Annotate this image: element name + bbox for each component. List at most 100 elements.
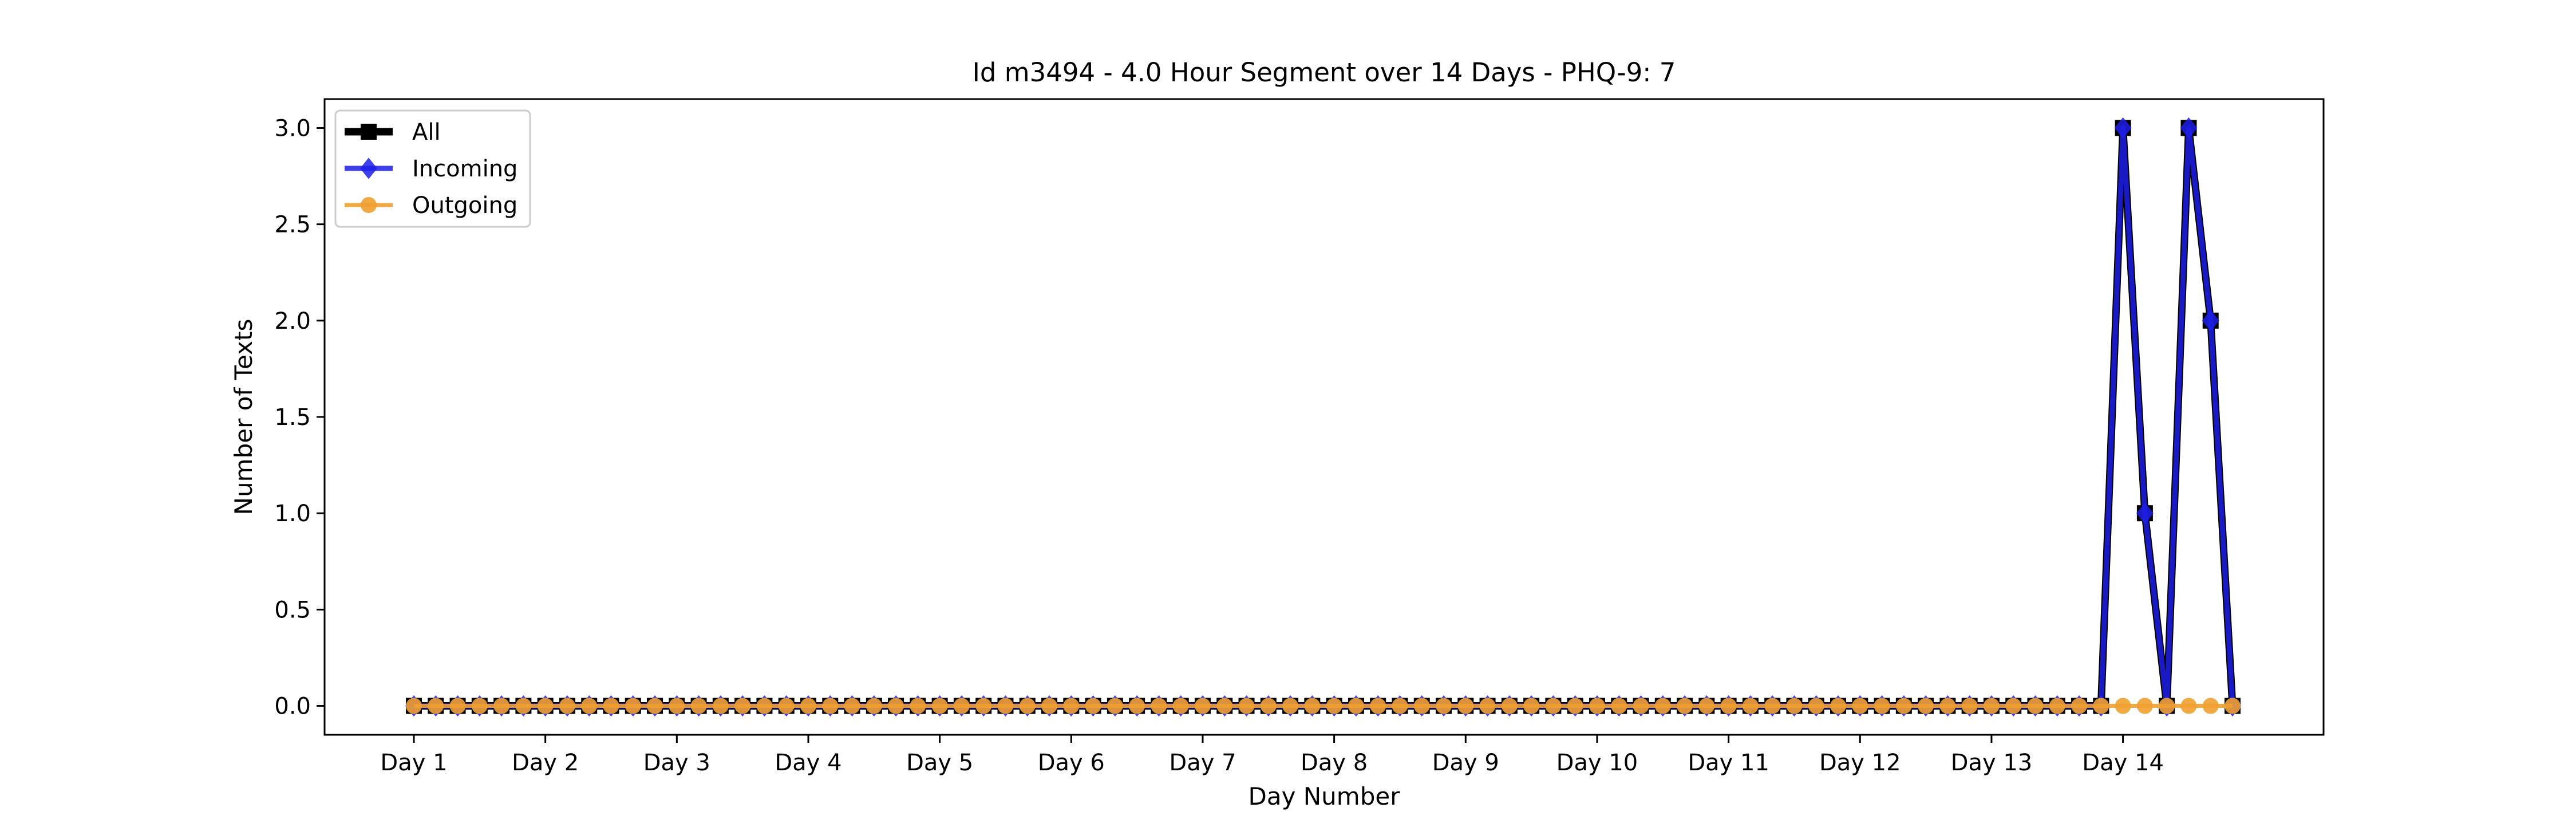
data-point-outgoing bbox=[1961, 698, 1978, 714]
data-point-incoming bbox=[2180, 117, 2198, 139]
legend-entry: All bbox=[345, 119, 441, 145]
y-tick-label: 3.0 bbox=[274, 115, 311, 141]
y-tick-label: 0.5 bbox=[274, 597, 311, 623]
data-point-outgoing bbox=[1370, 698, 1386, 714]
data-point-outgoing bbox=[2049, 698, 2065, 714]
data-point-outgoing bbox=[1479, 698, 1496, 714]
x-tick-label: Day 5 bbox=[906, 750, 973, 776]
data-point-outgoing bbox=[1698, 698, 1715, 714]
data-point-outgoing bbox=[1611, 698, 1627, 714]
data-point-outgoing bbox=[756, 698, 773, 714]
data-point-outgoing bbox=[1172, 698, 1189, 714]
plot-area bbox=[405, 117, 2241, 717]
y-tick-label: 1.0 bbox=[274, 501, 311, 527]
data-point-outgoing bbox=[1041, 698, 1058, 714]
legend-entry: Incoming bbox=[345, 156, 517, 182]
data-point-outgoing bbox=[669, 698, 685, 714]
data-point-outgoing bbox=[1983, 698, 2000, 714]
data-point-outgoing bbox=[2225, 698, 2241, 714]
data-point-outgoing bbox=[1436, 698, 1452, 714]
data-point-outgoing bbox=[910, 698, 926, 714]
data-point-outgoing bbox=[1567, 698, 1583, 714]
data-point-outgoing bbox=[1589, 698, 1605, 714]
chart-legend: All Incoming Outgoing bbox=[334, 109, 531, 228]
data-point-outgoing bbox=[1085, 698, 1101, 714]
data-point-outgoing bbox=[1019, 698, 1036, 714]
data-point-outgoing bbox=[1545, 698, 1562, 714]
data-point-outgoing bbox=[2027, 698, 2044, 714]
data-point-outgoing bbox=[471, 698, 488, 714]
data-point-outgoing bbox=[1808, 698, 1824, 714]
data-point-outgoing bbox=[1282, 698, 1299, 714]
data-point-outgoing bbox=[1523, 698, 1540, 714]
legend-marker-all bbox=[361, 124, 377, 140]
legend-frame bbox=[334, 109, 531, 228]
legend-label: All bbox=[412, 119, 441, 145]
data-point-outgoing bbox=[603, 698, 619, 714]
legend-label: Incoming bbox=[412, 156, 517, 182]
x-axis-label: Day Number bbox=[1248, 782, 1400, 810]
legend-label: Outgoing bbox=[412, 192, 517, 219]
x-tick-label: Day 10 bbox=[1556, 750, 1638, 776]
data-point-outgoing bbox=[1742, 698, 1759, 714]
data-point-outgoing bbox=[1304, 698, 1321, 714]
data-point-outgoing bbox=[690, 698, 707, 714]
data-point-outgoing bbox=[428, 698, 444, 714]
series-outgoing bbox=[406, 698, 2241, 714]
data-point-outgoing bbox=[406, 698, 422, 714]
x-tick-label: Day 8 bbox=[1301, 750, 1368, 776]
data-point-outgoing bbox=[953, 698, 970, 714]
x-tick-label: Day 11 bbox=[1688, 750, 1769, 776]
data-point-outgoing bbox=[625, 698, 641, 714]
data-point-outgoing bbox=[822, 698, 839, 714]
data-point-outgoing bbox=[2180, 698, 2197, 714]
data-point-outgoing bbox=[1786, 698, 1803, 714]
x-tick-label: Day 4 bbox=[775, 750, 841, 776]
data-point-incoming bbox=[2114, 117, 2132, 139]
data-point-outgoing bbox=[1852, 698, 1868, 714]
data-point-outgoing bbox=[2115, 698, 2131, 714]
data-point-outgoing bbox=[2093, 698, 2109, 714]
data-point-outgoing bbox=[515, 698, 532, 714]
data-point-outgoing bbox=[1260, 698, 1277, 714]
legend-marker-incoming bbox=[360, 157, 377, 179]
data-point-outgoing bbox=[2202, 698, 2219, 714]
data-point-outgoing bbox=[1939, 698, 1956, 714]
data-point-outgoing bbox=[975, 698, 992, 714]
legend-marker-outgoing bbox=[361, 197, 377, 213]
data-point-outgoing bbox=[449, 698, 466, 714]
data-point-outgoing bbox=[866, 698, 882, 714]
data-point-outgoing bbox=[1720, 698, 1737, 714]
data-point-outgoing bbox=[2136, 698, 2153, 714]
data-point-outgoing bbox=[1216, 698, 1233, 714]
x-tick-label: Day 2 bbox=[512, 750, 579, 776]
data-point-outgoing bbox=[2005, 698, 2022, 714]
data-point-outgoing bbox=[734, 698, 751, 714]
data-point-outgoing bbox=[1764, 698, 1781, 714]
data-point-outgoing bbox=[1633, 698, 1649, 714]
data-point-outgoing bbox=[844, 698, 860, 714]
data-point-outgoing bbox=[1501, 698, 1518, 714]
data-point-outgoing bbox=[493, 698, 510, 714]
chart-title: Id m3494 - 4.0 Hour Segment over 14 Days… bbox=[973, 57, 1676, 88]
data-point-outgoing bbox=[1677, 698, 1693, 714]
legend-entry: Outgoing bbox=[345, 192, 517, 219]
x-axis: Day 1 Day 2 Day 3 Day 4 Day 5 Day 6 Day 7 Day 8… bbox=[380, 735, 2164, 776]
data-point-outgoing bbox=[1895, 698, 1912, 714]
x-tick-label: Day 9 bbox=[1432, 750, 1499, 776]
data-point-outgoing bbox=[647, 698, 663, 714]
data-point-outgoing bbox=[1129, 698, 1145, 714]
x-tick-label: Day 13 bbox=[1951, 750, 2033, 776]
data-point-outgoing bbox=[1654, 698, 1671, 714]
data-point-outgoing bbox=[1392, 698, 1408, 714]
data-point-outgoing bbox=[778, 698, 795, 714]
data-point-outgoing bbox=[1457, 698, 1474, 714]
y-axis: 0.0 0.5 1.0 1.5 2.0 2.5 3.0 bbox=[274, 115, 325, 720]
data-point-outgoing bbox=[712, 698, 729, 714]
data-point-incoming bbox=[2202, 310, 2219, 332]
data-point-outgoing bbox=[2071, 698, 2088, 714]
y-axis-label: Number of Texts bbox=[230, 319, 258, 515]
data-point-outgoing bbox=[1194, 698, 1211, 714]
data-point-outgoing bbox=[1151, 698, 1167, 714]
